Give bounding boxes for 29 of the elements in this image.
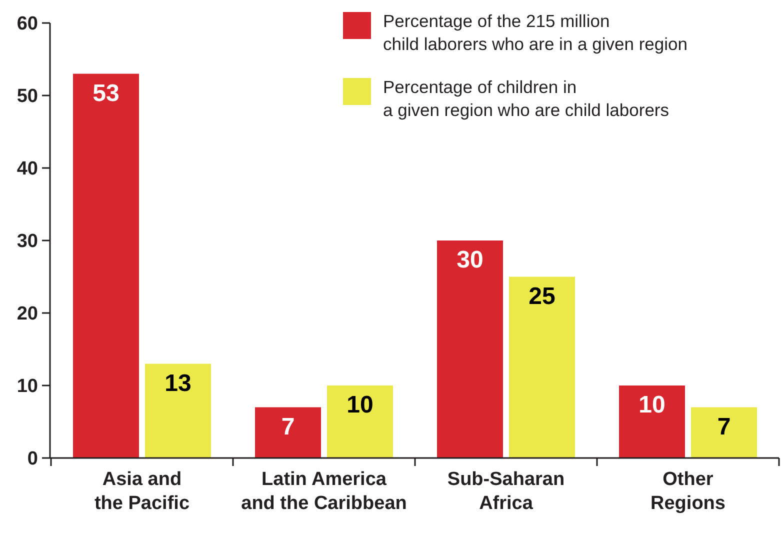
- data-label: 10: [638, 392, 666, 418]
- bar: [327, 386, 393, 458]
- bar: [255, 407, 321, 458]
- data-label: 7: [281, 413, 295, 440]
- bar: [145, 364, 211, 458]
- bar: [437, 240, 503, 458]
- data-label: 13: [164, 370, 192, 397]
- x-tick-label: Asia and the Pacific: [94, 469, 190, 514]
- y-tick-label: 40: [16, 158, 38, 180]
- x-tick-label: Sub-Saharan Africa: [447, 469, 565, 514]
- bar: [509, 276, 575, 458]
- bar: [619, 386, 685, 458]
- y-tick-label: 0: [27, 448, 38, 470]
- y-tick-label: 50: [16, 86, 38, 108]
- y-tick-label: 60: [16, 14, 38, 35]
- data-label: 30: [456, 246, 484, 274]
- legend-label: Percentage of children in a given region who are child laborers: [383, 77, 670, 120]
- bar: [691, 407, 757, 458]
- x-tick-label: Other Regions: [650, 469, 726, 514]
- y-tick-label: 20: [16, 304, 38, 325]
- data-label: 10: [346, 392, 374, 418]
- y-tick-label: 30: [16, 231, 38, 252]
- x-tick-label: Latin America and the Caribbean: [241, 469, 407, 514]
- legend-label: Percentage of the 215 million child laborers who are in a given region: [383, 11, 688, 54]
- data-label: 25: [528, 282, 556, 310]
- bar: [73, 74, 139, 458]
- y-tick-label: 10: [16, 376, 38, 398]
- data-label: 7: [717, 413, 731, 440]
- data-label: 53: [92, 80, 120, 107]
